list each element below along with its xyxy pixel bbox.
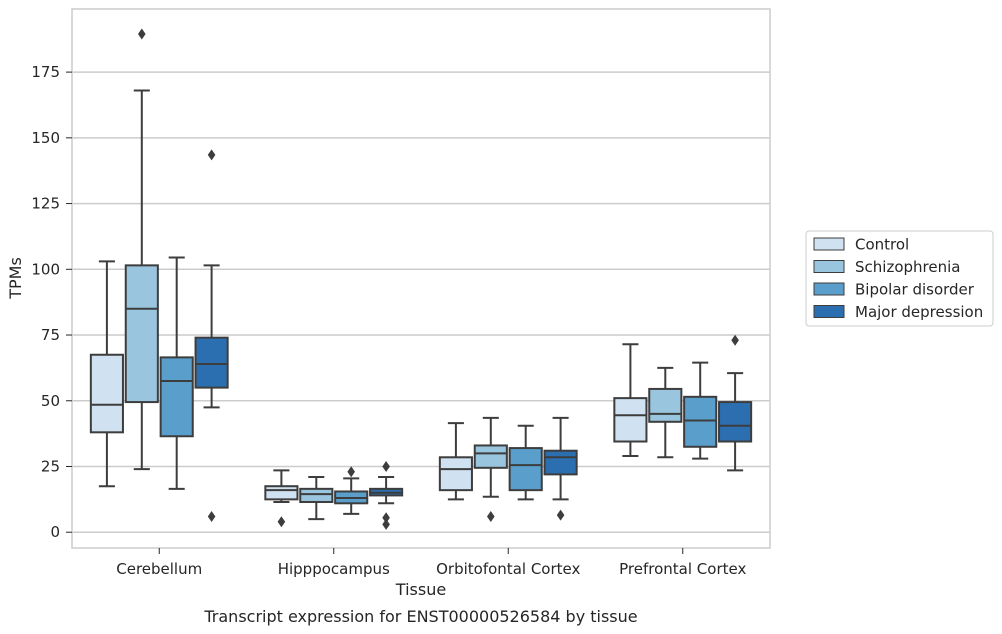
outlier-point [382,512,390,524]
box-iqr [194,336,229,389]
outlier-point [347,466,355,478]
plot-area-background [72,9,770,548]
box-3-0 [194,149,229,522]
y-tick-label-150: 150 [31,129,60,147]
legend-label-2: Bipolar disorder [855,281,975,299]
x-axis-ticks: Cerebellum Hipppocampus Orbitofontal Corte… [116,548,746,578]
box-iqr [159,356,194,438]
y-tick-label-25: 25 [41,457,60,475]
chart-caption: Transcript expression for ENST0000052658… [203,607,637,626]
legend-label-3: Major depression [855,303,983,321]
y-axis-ticks: 0 25 50 75 100 125 150 175 [31,63,72,541]
y-tick-label-0: 0 [50,523,60,541]
y-tick-label-50: 50 [41,392,60,410]
legend-swatch-2 [813,282,845,296]
box-2-3 [683,361,718,460]
x-tick-label-0: Cerebellum [116,560,202,578]
legend-label-1: Schizophrenia [855,258,960,276]
legend: Control Schizophrenia Bipolar disorder Majo… [805,230,994,327]
outlier-point [382,460,390,472]
outlier-point [207,149,216,161]
y-tick-label-75: 75 [41,326,60,344]
box-3-1 [369,460,404,530]
box-0-2 [438,422,473,501]
box-1-3 [648,366,683,459]
x-tick-label-3: Prefrontal Cortex [619,560,746,578]
box-3-3 [718,334,753,472]
box-iqr [683,395,718,448]
outlier-point [207,510,216,522]
outlier-point [138,28,146,40]
box-1-2 [473,416,508,522]
box-iqr [508,447,543,492]
box-3-2 [543,416,578,521]
box-1-0 [124,28,159,471]
box-1-1 [299,476,334,521]
box-iqr [473,444,508,469]
legend-frame [805,230,994,327]
outlier-point [277,516,286,528]
y-tick-label-175: 175 [31,63,60,81]
outlier-point [556,509,565,521]
x-tick-label-2: Orbitofontal Cortex [436,560,580,578]
outlier-point [382,518,390,530]
box-plot-marks [89,28,753,530]
outlier-point [731,334,739,346]
box-0-3 [613,343,648,457]
box-iqr [264,485,299,501]
legend-swatch-0 [813,237,845,251]
box-2-0 [159,256,194,490]
box-iqr [438,456,473,492]
legend-label-0: Control [855,236,909,254]
box-iqr [299,487,334,503]
box-iqr [718,401,753,443]
box-0-1 [264,469,299,528]
box-iqr [89,353,124,434]
legend-swatch-1 [813,260,845,273]
box-2-1 [334,466,369,515]
outlier-point [487,510,495,522]
y-axis-label: TPMs [6,257,25,300]
x-axis-label: Tissue [395,580,446,599]
y-tick-label-125: 125 [31,195,60,213]
box-iqr [613,397,648,443]
box-iqr [124,264,159,404]
x-tick-label-1: Hipppocampus [278,560,390,578]
box-2-2 [508,424,543,501]
box-iqr [648,387,683,423]
legend-swatch-3 [813,305,845,318]
box-0-0 [89,260,124,488]
plot-area-frame [71,8,771,549]
box-iqr [543,449,578,476]
y-tick-label-100: 100 [31,260,60,278]
